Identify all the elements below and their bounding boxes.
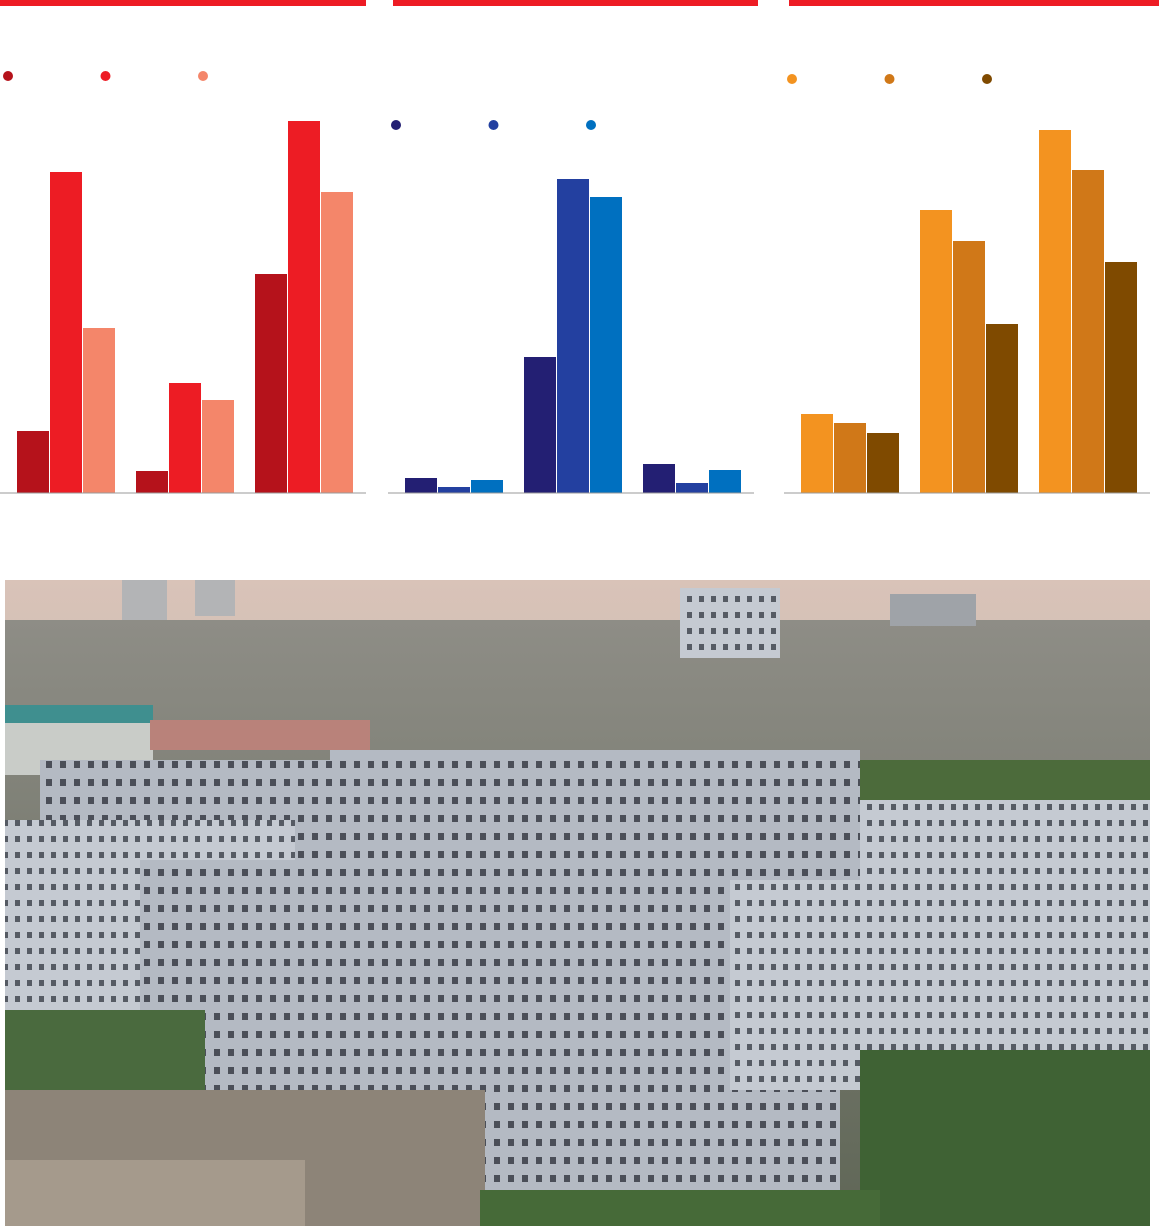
bar [524, 357, 556, 493]
bar [17, 431, 49, 493]
accent-bar [789, 0, 1159, 6]
legend-marker [586, 120, 596, 130]
legend-marker [982, 74, 992, 84]
accent-bar [393, 0, 758, 6]
bar [202, 400, 234, 493]
bar [557, 179, 589, 493]
bar [1072, 170, 1104, 493]
legend-marker [100, 71, 111, 81]
bar [709, 470, 741, 493]
bar [867, 433, 899, 493]
bar [471, 480, 503, 493]
bar [136, 471, 168, 493]
bar [801, 414, 833, 493]
bar [834, 423, 866, 493]
bar [405, 478, 437, 493]
bar [1105, 262, 1137, 493]
bar [438, 487, 470, 493]
legend-marker [391, 120, 401, 130]
accent-bar [0, 0, 366, 6]
bar [255, 274, 287, 493]
bar [321, 192, 353, 493]
bar [920, 210, 952, 493]
legend-marker [198, 71, 208, 81]
bar [676, 483, 708, 493]
bar [50, 172, 82, 493]
bar [986, 324, 1018, 493]
photo [5, 580, 1150, 1226]
legend-marker [787, 74, 797, 84]
bar [169, 383, 201, 493]
legend-marker [3, 71, 13, 81]
bar [643, 464, 675, 493]
bar [83, 328, 115, 493]
bar [288, 121, 320, 493]
bar [953, 241, 985, 493]
bar [1039, 130, 1071, 493]
legend-marker [488, 120, 499, 130]
legend-marker [884, 74, 895, 84]
bar [590, 197, 622, 493]
